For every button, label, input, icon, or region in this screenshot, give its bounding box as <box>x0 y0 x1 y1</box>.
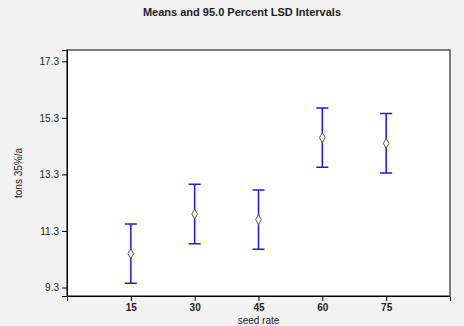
x-tick: 30 <box>190 296 202 313</box>
y-tick-label: 11.3 <box>40 226 59 237</box>
x-tick: 60 <box>317 296 329 313</box>
mean-marker <box>319 133 325 143</box>
mean-marker <box>192 209 198 219</box>
y-tick-label: 17.3 <box>40 56 60 67</box>
mean-marker <box>256 215 262 225</box>
mean-marker <box>383 138 389 148</box>
plot-frame <box>67 50 450 296</box>
error-bar <box>189 184 201 243</box>
y-tick-mark <box>62 61 67 62</box>
plot-area <box>67 50 450 296</box>
x-tick-mark <box>131 296 132 301</box>
y-tick: 15.3 <box>40 113 67 124</box>
x-tick-mark <box>386 296 387 301</box>
y-tick-mark <box>62 288 67 289</box>
y-axis: 9.3 11.3 13.3 15.3 17.3 <box>40 51 68 297</box>
y-tick-label: 13.3 <box>40 169 60 180</box>
error-bar <box>253 190 265 249</box>
x-tick-mark <box>322 296 323 301</box>
x-axis-line <box>68 297 451 302</box>
x-tick: 45 <box>253 296 265 313</box>
background <box>0 0 464 326</box>
marks <box>125 108 392 283</box>
error-bar <box>125 224 137 283</box>
y-tick: 11.3 <box>40 226 67 237</box>
error-bar <box>380 114 392 173</box>
y-tick-label: 9.3 <box>45 282 59 293</box>
x-tick: 75 <box>381 296 393 313</box>
y-tick-mark <box>62 174 67 175</box>
x-tick-mark <box>259 296 260 301</box>
x-tick-label: 45 <box>253 302 265 313</box>
x-tick-label: 15 <box>126 302 138 313</box>
x-tick-label: 30 <box>190 302 202 313</box>
chart: Means and 95.0 Percent LSD Intervals 9.3 1… <box>0 0 464 326</box>
title: Means and 95.0 Percent LSD Intervals <box>143 6 341 18</box>
x-tick-mark <box>195 296 196 301</box>
y-tick-mark <box>62 118 67 119</box>
y-tick-label: 15.3 <box>40 113 60 124</box>
x-axis: 15 30 45 60 75 <box>68 296 451 313</box>
error-bar <box>316 108 328 167</box>
mean-marker <box>128 249 134 259</box>
x-tick-label: 75 <box>381 302 393 313</box>
y-tick: 9.3 <box>45 282 67 293</box>
x-tick-label: 60 <box>317 302 329 313</box>
y-axis-title: tons 35%/a <box>13 148 24 198</box>
y-tick: 13.3 <box>40 169 67 180</box>
x-axis-title: seed rate <box>238 315 280 326</box>
y-tick-mark <box>62 231 67 232</box>
x-tick: 15 <box>126 296 138 313</box>
y-tick: 17.3 <box>40 56 67 67</box>
